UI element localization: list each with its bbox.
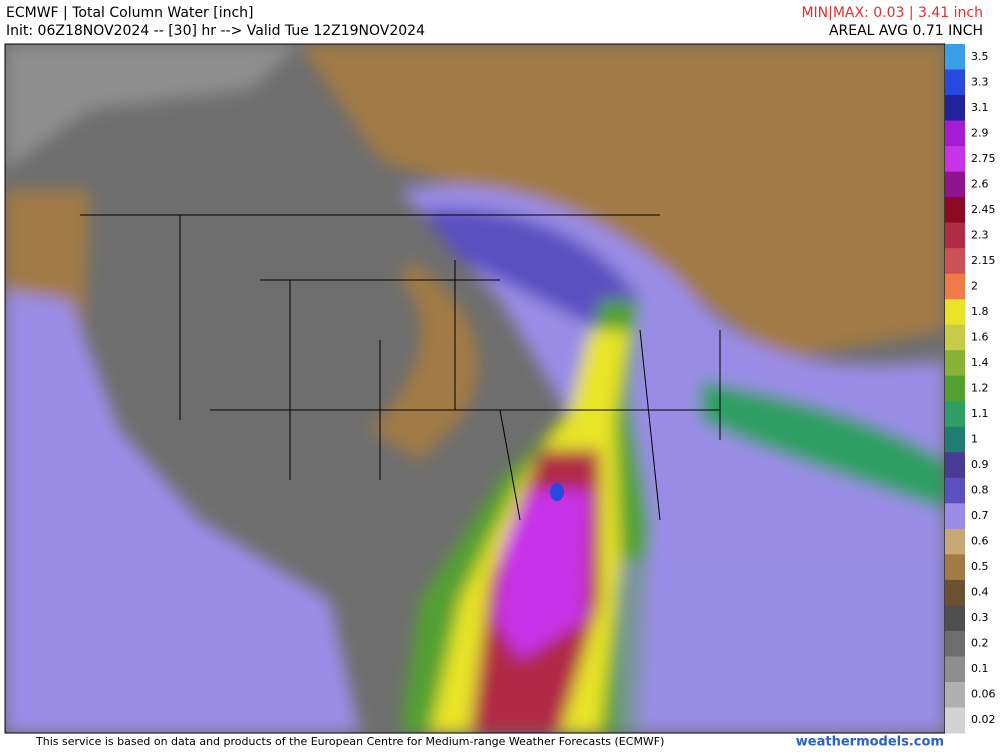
color-bar: 3.5 3.3 3.1 2.9 2.75 2.6 2.45 2.3 2.15 2 1.8 1.6 1.4… [945, 44, 996, 734]
map [5, 44, 945, 733]
color-swatch [945, 477, 965, 504]
color-swatch [945, 120, 965, 147]
color-swatch [945, 707, 965, 734]
level-label: 0.3 [971, 611, 989, 624]
color-swatch [945, 171, 965, 198]
color-swatch [945, 375, 965, 402]
level-label: 0.5 [971, 560, 989, 573]
color-swatch [945, 350, 965, 377]
color-swatch [945, 222, 965, 249]
level-label: 0.7 [971, 509, 989, 522]
color-swatch [945, 324, 965, 351]
color-swatch [945, 197, 965, 224]
level-label: 1.2 [971, 382, 989, 395]
color-swatch [945, 401, 965, 428]
subtitle: Init: 06Z18NOV2024 -- [30] hr --> Valid … [6, 23, 425, 39]
color-swatch [945, 146, 965, 173]
areal-avg: AREAL AVG 0.71 INCH [829, 23, 983, 39]
color-swatch [945, 579, 965, 606]
color-swatch [945, 503, 965, 530]
level-label: 1 [971, 433, 978, 446]
level-label: 0.02 [971, 713, 996, 726]
title: ECMWF | Total Column Water [inch] [6, 5, 254, 21]
level-label: 1.4 [971, 356, 989, 369]
color-swatch [945, 248, 965, 275]
level-label: 0.8 [971, 484, 989, 497]
level-label: 2 [971, 279, 978, 292]
color-swatch [945, 44, 965, 71]
color-swatch [945, 528, 965, 555]
level-label: 0.2 [971, 637, 989, 650]
color-swatch [945, 452, 965, 479]
level-label: 2.6 [971, 177, 989, 190]
level-label: 3.5 [971, 50, 989, 63]
color-swatch [945, 299, 965, 326]
credit: This service is based on data and produc… [35, 735, 664, 748]
level-label: 1.8 [971, 305, 989, 318]
min-max: MIN|MAX: 0.03 | 3.41 inch [801, 5, 983, 21]
color-swatch [945, 273, 965, 300]
level-label: 2.9 [971, 126, 989, 139]
site-link[interactable]: weathermodels.com [796, 735, 944, 750]
color-swatch [945, 69, 965, 96]
level-label: 0.1 [971, 662, 989, 675]
color-swatch [945, 554, 965, 581]
color-swatch [945, 426, 965, 453]
level-label: 0.06 [971, 688, 996, 701]
color-swatch [945, 656, 965, 683]
level-label: 2.45 [971, 203, 996, 216]
level-label: 2.3 [971, 228, 989, 241]
level-label: 1.6 [971, 330, 989, 343]
level-label: 3.3 [971, 75, 989, 88]
color-swatch [945, 630, 965, 657]
level-label: 0.6 [971, 535, 989, 548]
level-label: 2.75 [971, 152, 996, 165]
color-swatch [945, 681, 965, 708]
level-label: 0.9 [971, 458, 989, 471]
color-swatch [945, 95, 965, 122]
level-label: 0.4 [971, 586, 989, 599]
color-swatch [945, 605, 965, 632]
level-label: 2.15 [971, 254, 996, 267]
level-label: 3.1 [971, 101, 989, 114]
level-label: 1.1 [971, 407, 989, 420]
